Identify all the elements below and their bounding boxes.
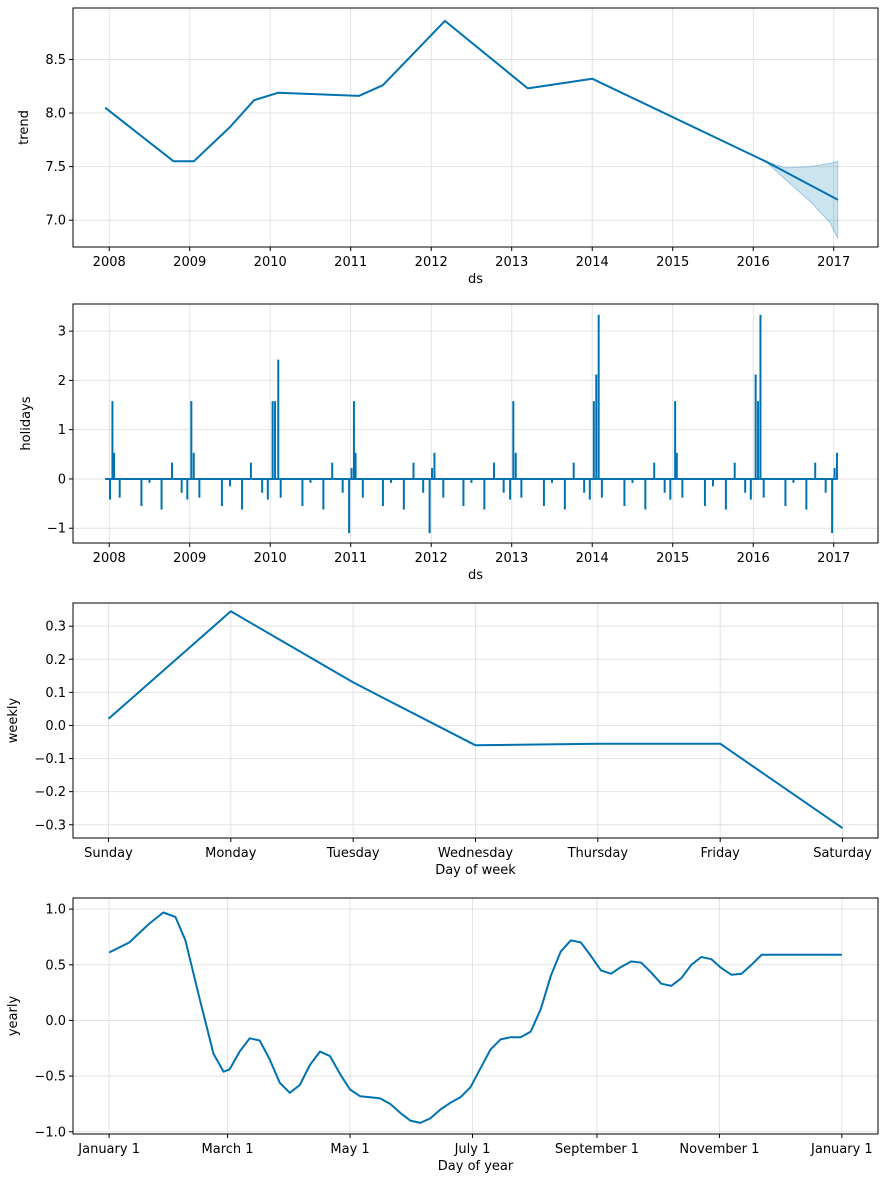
- weekly-x-tick-label: Monday: [205, 846, 257, 861]
- weekly-x-tick-label: Thursday: [567, 846, 629, 861]
- trend-x-tick-label: 2013: [495, 255, 528, 270]
- holidays-x-tick-label: 2014: [576, 551, 609, 566]
- trend-uncertainty-band: [764, 160, 839, 239]
- holidays-x-tick-label: 2009: [173, 551, 206, 566]
- trend-y-axis-label: trend: [17, 110, 32, 145]
- weekly-y-tick-label: −0.2: [34, 785, 66, 800]
- weekly-x-tick-label: Saturday: [813, 846, 872, 861]
- trend-x-tick-label: 2014: [576, 255, 609, 270]
- yearly-series-line: [108, 911, 842, 1124]
- yearly-x-tick-label: January 1: [77, 1142, 140, 1157]
- yearly-panel: January 1 March 1 May 1 July 1 September 1 No…: [6, 897, 879, 1174]
- yearly-y-tick-label: 1.0: [45, 903, 66, 918]
- weekly-x-tick-label: Wednesday: [438, 846, 514, 861]
- yearly-y-tick-label: 0.0: [45, 1014, 66, 1029]
- holidays-panel: 2008 2009 2010 2011 2012 2013 2014 2015 2016 2017…: [19, 303, 879, 583]
- holidays-x-tick-label: 2015: [656, 551, 689, 566]
- weekly-y-tick-label: 0.2: [45, 653, 66, 668]
- weekly-panel: Sunday Monday Tuesday Wednesday Thursday Frid…: [6, 602, 879, 878]
- yearly-x-tick-label: January 1: [810, 1142, 873, 1157]
- trend-x-tick-label: 2016: [737, 255, 770, 270]
- trend-x-tick-label: 2009: [173, 255, 206, 270]
- holidays-x-tick-label: 2008: [93, 551, 126, 566]
- weekly-y-tick-label: −0.3: [34, 818, 66, 833]
- holidays-x-tick-label: 2016: [737, 551, 770, 566]
- weekly-y-tick-label: −0.1: [34, 752, 66, 767]
- yearly-y-tick-label: −0.5: [34, 1070, 66, 1085]
- yearly-x-tick-label: May 1: [330, 1142, 369, 1157]
- yearly-x-tick-label: September 1: [555, 1142, 639, 1157]
- holidays-y-tick-label: −1: [47, 522, 66, 537]
- trend-x-tick-label: 2011: [334, 255, 367, 270]
- holidays-y-tick-label: 2: [58, 374, 66, 389]
- yearly-x-tick-label: March 1: [202, 1142, 254, 1157]
- weekly-y-tick-label: 0.0: [45, 719, 66, 734]
- yearly-x-axis-label: Day of year: [438, 1159, 514, 1174]
- yearly-y-axis-label: yearly: [6, 996, 21, 1037]
- trend-x-tick-label: 2012: [415, 255, 448, 270]
- holidays-x-tick-label: 2012: [415, 551, 448, 566]
- holidays-y-tick-label: 1: [58, 423, 66, 438]
- trend-y-tick-label: 7.5: [45, 160, 66, 175]
- holidays-x-axis-label: ds: [468, 568, 483, 583]
- trend-x-tick-label: 2008: [93, 255, 126, 270]
- trend-y-tick-label: 8.5: [45, 53, 66, 68]
- holidays-x-tick-label: 2017: [817, 551, 850, 566]
- trend-axes-frame: [72, 7, 879, 248]
- trend-y-tick-label: 7.0: [45, 214, 66, 229]
- trend-panel: 2008 2009 2010 2011 2012 2013 2014 2015 2016 2017…: [17, 7, 879, 287]
- holidays-x-tick-label: 2013: [495, 551, 528, 566]
- weekly-x-tick-label: Tuesday: [326, 846, 380, 861]
- weekly-x-tick-label: Sunday: [84, 846, 133, 861]
- weekly-x-axis-label: Day of week: [435, 863, 516, 878]
- weekly-y-axis-label: weekly: [6, 697, 21, 743]
- holidays-y-tick-label: 0: [58, 472, 66, 487]
- yearly-y-tick-label: −1.0: [34, 1125, 66, 1140]
- holidays-axes-frame: [72, 303, 879, 544]
- trend-series-line: [104, 19, 839, 201]
- weekly-y-tick-label: 0.3: [45, 620, 66, 635]
- trend-y-tick-label: 8.0: [45, 107, 66, 122]
- yearly-axes-frame: [72, 897, 879, 1135]
- trend-x-tick-label: 2015: [656, 255, 689, 270]
- weekly-x-tick-label: Friday: [700, 846, 740, 861]
- yearly-x-tick-label: July 1: [454, 1142, 491, 1157]
- trend-x-axis-label: ds: [468, 272, 483, 287]
- weekly-y-tick-label: 0.1: [45, 686, 66, 701]
- holidays-x-tick-label: 2011: [334, 551, 367, 566]
- holidays-y-axis-label: holidays: [19, 396, 34, 450]
- yearly-x-tick-label: November 1: [679, 1142, 759, 1157]
- holidays-x-tick-label: 2010: [254, 551, 287, 566]
- holidays-y-tick-label: 3: [58, 325, 66, 340]
- yearly-y-tick-label: 0.5: [45, 958, 66, 973]
- weekly-series-line: [107, 610, 844, 829]
- trend-x-tick-label: 2017: [817, 255, 850, 270]
- trend-x-tick-label: 2010: [254, 255, 287, 270]
